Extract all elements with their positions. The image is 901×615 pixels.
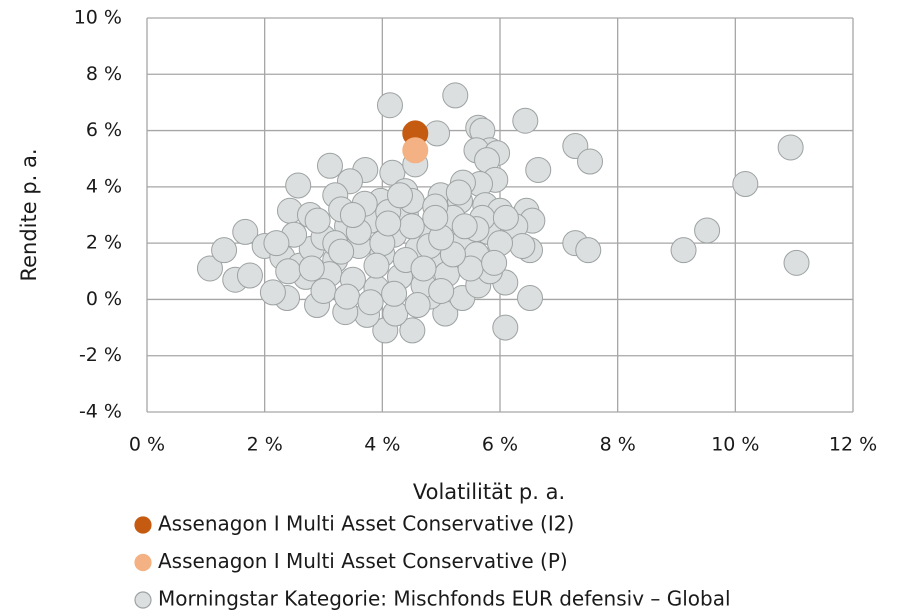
point <box>525 156 552 183</box>
point <box>404 292 431 319</box>
point <box>316 152 343 179</box>
y-tick-label: 4 % <box>86 175 122 197</box>
x-tick-label: 4 % <box>364 434 400 456</box>
y-tick-label: 6 % <box>86 119 122 141</box>
point <box>196 255 223 282</box>
y-tick-label: -2 % <box>79 344 122 366</box>
series <box>196 82 810 344</box>
point <box>263 230 290 257</box>
point <box>694 217 721 244</box>
point <box>492 204 519 231</box>
legend-marker <box>134 591 152 609</box>
point <box>381 280 408 307</box>
point <box>236 262 263 289</box>
point <box>386 182 413 209</box>
point <box>512 107 539 134</box>
series <box>402 137 429 164</box>
point <box>211 237 238 264</box>
point <box>298 255 325 282</box>
legend-marker <box>134 516 152 534</box>
x-tick-label: 12 % <box>829 434 877 456</box>
point <box>402 137 429 164</box>
point <box>376 92 403 119</box>
legend-label: Morningstar Kategorie: Mischfonds EUR de… <box>158 587 731 611</box>
x-axis-label: Volatilität p. a. <box>413 480 565 504</box>
x-tick-label: 2 % <box>247 434 283 456</box>
point <box>363 252 390 279</box>
y-tick-label: 2 % <box>86 232 122 254</box>
point <box>310 277 337 304</box>
point <box>357 289 384 316</box>
point <box>428 277 455 304</box>
point <box>304 207 331 234</box>
x-tick-label: 0 % <box>129 434 165 456</box>
y-tick-label: -4 % <box>79 401 122 423</box>
point <box>339 202 366 228</box>
point <box>375 210 402 237</box>
point <box>285 172 312 199</box>
point <box>399 317 426 344</box>
point <box>492 314 519 341</box>
y-tick-label: 8 % <box>86 63 122 85</box>
point <box>783 249 810 276</box>
point <box>232 218 259 245</box>
point <box>777 134 804 161</box>
point <box>410 255 437 282</box>
point <box>481 249 508 276</box>
legend-label: Assenagon I Multi Asset Conservative (P) <box>158 549 568 573</box>
x-tick-label: 6 % <box>482 434 518 456</box>
point <box>422 204 449 231</box>
point <box>398 213 425 240</box>
legend-marker <box>134 553 152 572</box>
point <box>670 237 697 264</box>
point <box>509 232 536 259</box>
point <box>575 237 602 264</box>
point <box>424 120 451 147</box>
y-tick-label: 0 % <box>86 288 122 310</box>
point <box>259 279 286 306</box>
point <box>328 238 355 265</box>
point <box>334 283 361 310</box>
y-axis-label: Rendite p. a. <box>17 148 41 281</box>
y-tick-label: 10 % <box>74 7 122 29</box>
x-tick-label: 8 % <box>600 434 636 456</box>
x-tick-label: 10 % <box>711 434 759 456</box>
point <box>517 285 544 312</box>
legend-label: Assenagon I Multi Asset Conservative (I2… <box>158 512 574 536</box>
point <box>451 213 478 240</box>
point <box>275 258 302 285</box>
point <box>442 82 469 109</box>
point <box>732 171 759 198</box>
point <box>445 179 472 206</box>
point <box>577 148 604 175</box>
